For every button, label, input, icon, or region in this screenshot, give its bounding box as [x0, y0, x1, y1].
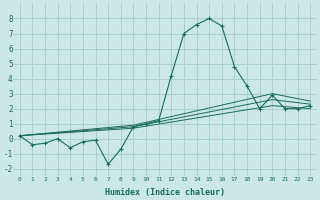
X-axis label: Humidex (Indice chaleur): Humidex (Indice chaleur): [105, 188, 225, 197]
